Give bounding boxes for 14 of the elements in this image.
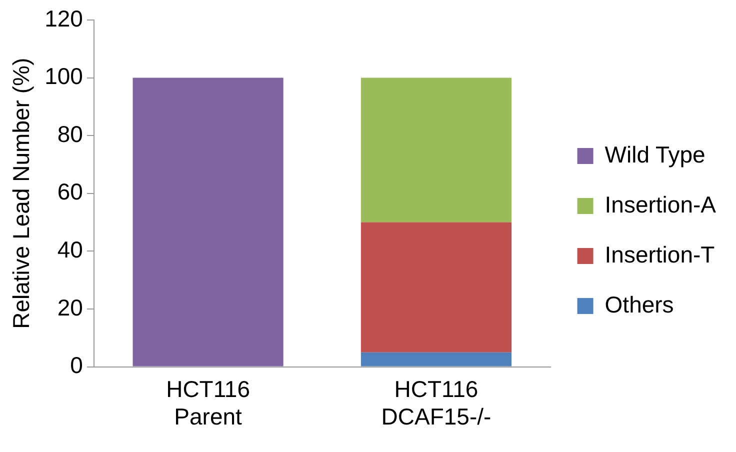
y-tick-label: 100 bbox=[44, 63, 83, 90]
legend-label: Insertion-A bbox=[604, 191, 717, 218]
y-tick-label: 60 bbox=[57, 178, 83, 205]
y-tick-label: 20 bbox=[57, 294, 83, 320]
y-tick-label: 120 bbox=[44, 5, 83, 32]
x-tick-label: HCT116 DCAF15-/- bbox=[381, 376, 492, 430]
legend-label: Insertion-T bbox=[604, 241, 715, 268]
legend-label: Others bbox=[604, 291, 674, 318]
legend-label: Wild Type bbox=[604, 141, 706, 168]
x-tick-label: HCT116 Parent bbox=[166, 376, 250, 430]
y-tick-label: 80 bbox=[57, 120, 83, 147]
y-tick-label: 40 bbox=[57, 236, 83, 263]
y-tick-label: 0 bbox=[70, 352, 83, 378]
y-axis-title: Relative Lead Number (%) bbox=[8, 58, 34, 329]
